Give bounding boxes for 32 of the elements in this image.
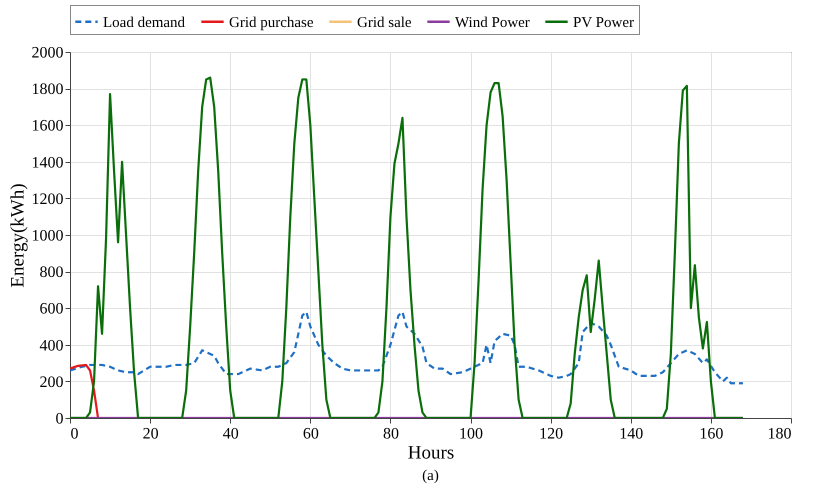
y-axis-title: Energy(kWh) [8, 183, 28, 288]
y-tick-label: 800 [40, 264, 64, 282]
legend-label: PV Power [573, 14, 634, 31]
y-tick-label: 400 [40, 337, 64, 354]
x-tick-label: 80 [382, 426, 399, 442]
y-tick-label: 1400 [32, 154, 64, 172]
y-tick-label: 0 [56, 410, 64, 428]
text: (a) [422, 468, 439, 484]
y-tick-label: 1600 [32, 118, 64, 135]
x-tick-label: 0 [70, 426, 78, 442]
x-tick-label: 20 [142, 426, 159, 442]
x-tick-label: 160 [699, 426, 724, 442]
legend-label: Grid purchase [229, 14, 314, 31]
y-tick-label: 2000 [32, 44, 64, 62]
y-tick-label: 200 [40, 374, 64, 391]
x-tick-label: 60 [302, 426, 319, 442]
legend-label: Load demand [103, 14, 186, 31]
x-tick-label: 40 [222, 426, 239, 442]
legend-label: Grid sale [357, 14, 412, 31]
y-tick-label: 1800 [32, 81, 64, 98]
line-series [70, 76, 744, 418]
x-axis-title: Hours [408, 442, 454, 464]
y-tick-label: 1000 [32, 228, 64, 244]
legend-label: Wind Power [455, 14, 530, 31]
x-tick-label: 120 [539, 426, 564, 442]
x-tick-label: 140 [619, 426, 644, 442]
line-series [70, 364, 100, 418]
y-tick-label: 1200 [32, 190, 64, 208]
x-tick-label: 100 [459, 426, 484, 442]
x-tick-label: 180 [768, 426, 792, 442]
line-series [70, 310, 744, 384]
y-tick-label: 600 [40, 300, 64, 318]
